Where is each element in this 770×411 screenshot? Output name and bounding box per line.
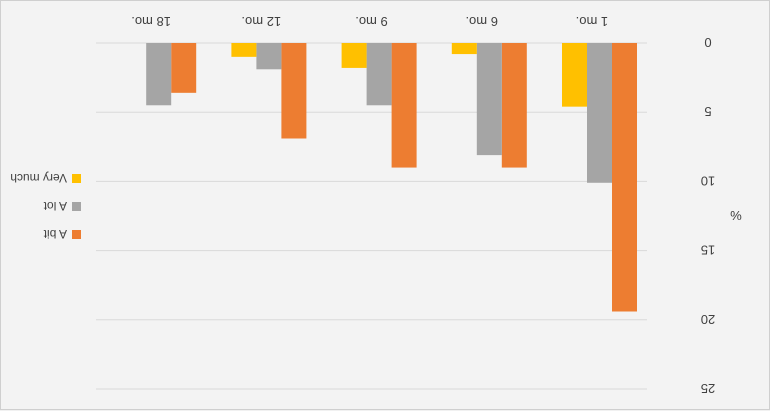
x-tick-label: 9 mo. — [355, 14, 388, 29]
legend-label: Very much — [10, 171, 67, 185]
legend-swatch — [72, 202, 81, 211]
bar-a-lot — [587, 43, 612, 183]
bars — [146, 43, 637, 312]
bar-a-bit — [501, 43, 527, 168]
y-tick-label: 0 — [704, 35, 711, 50]
bar-very-much — [341, 43, 367, 68]
legend-swatch — [72, 174, 81, 183]
x-tick-label: 18 mo. — [131, 14, 171, 29]
legend: A bit A lot Very much — [10, 171, 81, 241]
y-tick-labels: 0 5 10 15 20 25% — [701, 35, 742, 396]
x-tick-label: 6 mo. — [465, 14, 498, 29]
bar-very-much — [562, 43, 587, 107]
x-tick-label: 12 mo. — [241, 14, 281, 29]
legend-swatch — [72, 230, 81, 239]
bar-a-lot — [256, 43, 282, 70]
bar-a-bit — [281, 43, 307, 139]
bar-very-much — [451, 43, 477, 55]
bar-a-lot — [476, 43, 502, 156]
bar-a-bit — [612, 43, 637, 312]
y-axis-label: % — [730, 208, 742, 223]
x-tick-labels: 1 mo. 6 mo. 9 mo. 12 mo. 18 mo. — [131, 14, 608, 29]
bar-very-much — [231, 43, 257, 57]
bar-a-lot — [146, 43, 172, 106]
bar-a-bit — [171, 43, 197, 93]
y-tick-label: 10 — [701, 173, 715, 188]
y-tick-label: 15 — [701, 243, 715, 258]
y-tick-label: 20 — [701, 312, 715, 327]
y-tick-label: 25 — [701, 381, 715, 396]
legend-label: A bit — [43, 227, 67, 241]
bar-a-lot — [366, 43, 392, 106]
x-tick-label: 1 mo. — [576, 14, 609, 29]
legend-label: A lot — [43, 199, 67, 213]
bar-a-bit — [391, 43, 417, 168]
y-tick-label: 5 — [704, 104, 711, 119]
